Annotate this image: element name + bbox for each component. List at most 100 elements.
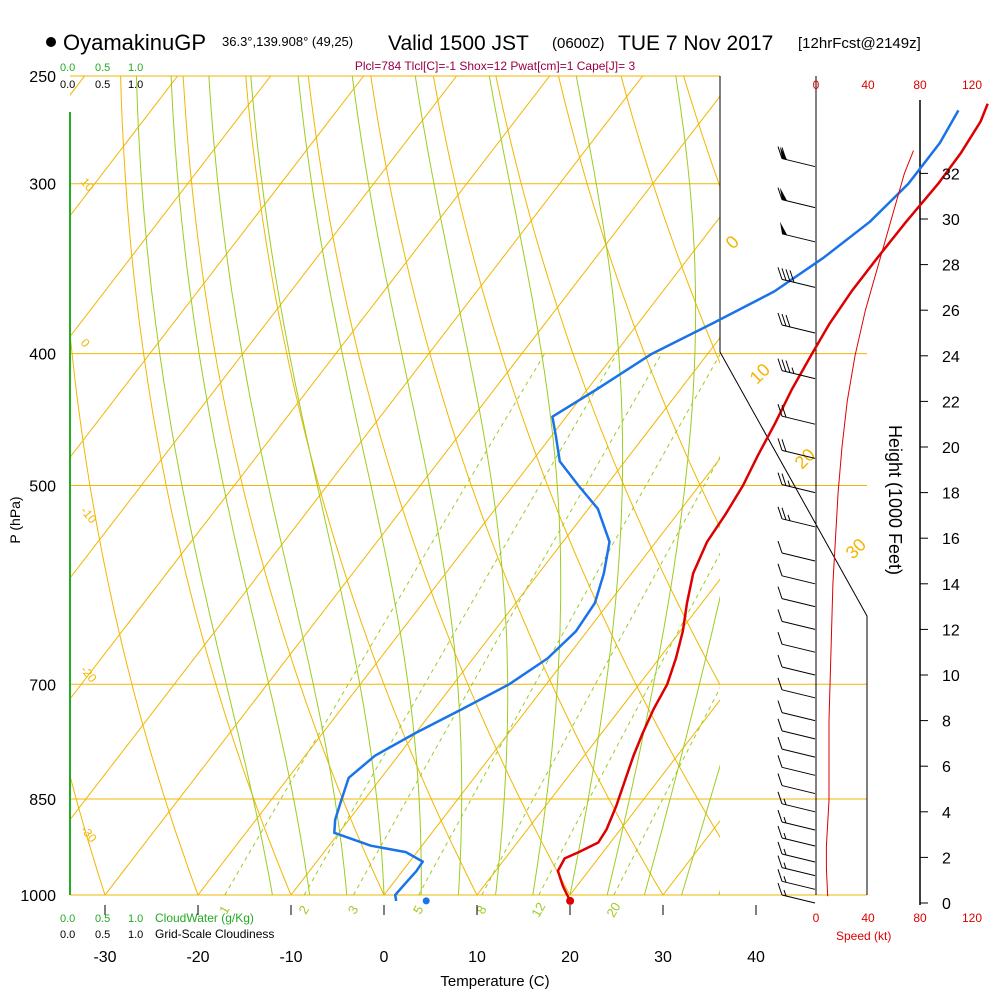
temperature-tick-label: 10 — [468, 949, 486, 966]
cloud-scale-top-1: 0.5 — [95, 62, 110, 74]
wind-barb-pennant — [780, 187, 787, 201]
wind-barb-flag — [777, 791, 783, 804]
cloud-scale-top-2: 1.0 — [128, 62, 143, 74]
surface-dewpoint-marker — [422, 897, 430, 905]
wind-barb-staff — [781, 324, 816, 334]
wind-barb-flag — [777, 472, 783, 485]
height-tick-label: 2 — [942, 850, 951, 867]
cloudiness-scale-top-0: 0.0 — [60, 79, 75, 91]
isotherm-line — [476, 578, 720, 896]
wind-barb-staff — [781, 278, 816, 288]
moist-adiabat-label: 10 — [746, 360, 774, 388]
wind-barb-flag — [781, 405, 787, 418]
height-tick-label: 26 — [942, 303, 960, 320]
wind-barb-flag — [777, 700, 783, 713]
wind-barb-staff — [781, 766, 816, 776]
isotherm-line — [70, 76, 458, 579]
wind-barb-icon — [777, 809, 816, 831]
wind-barb-flag — [777, 882, 783, 896]
sounding-lines — [333, 103, 989, 905]
wind-barb-flag — [777, 841, 783, 855]
x-axis-title: Temperature (C) — [440, 973, 549, 990]
wind-barbs — [777, 146, 816, 904]
wind-barb-icon — [777, 438, 816, 459]
wind-barb-staff — [781, 894, 816, 904]
dry-adiabat-label: -30 — [78, 823, 100, 846]
moist-adiabat-label: 30 — [842, 535, 870, 563]
pressure-tick-label: 300 — [29, 177, 56, 194]
wind-barb-icon — [777, 586, 816, 608]
dry-adiabat-line — [120, 76, 292, 896]
speed-tick-label-bottom: 0 — [813, 911, 820, 925]
wind-barb-staff — [781, 552, 816, 562]
height-tick-label: 8 — [942, 714, 951, 731]
cloudiness-scale-top-2: 1.0 — [128, 79, 143, 91]
wind-barb-half-flag — [791, 367, 795, 374]
wind-barb-half-flag — [783, 816, 787, 824]
cloud-scale-bottom-1: 0.5 — [95, 913, 110, 925]
wind-barb-flag — [781, 359, 787, 372]
wind-barb-flag — [781, 507, 787, 520]
temperature-tick-label: 0 — [380, 949, 389, 966]
pressure-tick-label: 400 — [29, 347, 56, 364]
isotherm-line — [70, 76, 551, 700]
mixing-ratio-line — [352, 353, 663, 896]
wind-barb-staff — [781, 643, 816, 653]
dry-adiabat-label: 0 — [78, 336, 93, 350]
utc-time: (0600Z) — [552, 35, 605, 52]
wind-barb-flag — [781, 473, 787, 486]
wind-barb-flag — [777, 869, 783, 882]
wind-barb-staff — [781, 233, 816, 243]
moist-adiabat-line — [643, 595, 720, 896]
wind-barb-flag — [777, 506, 783, 519]
wind-barb-staff — [781, 415, 816, 425]
wind-barb-staff — [781, 199, 816, 209]
height-tick-label: 6 — [942, 759, 951, 776]
height-tick-label: 22 — [942, 394, 960, 411]
temperature-tick-label: 20 — [561, 949, 579, 966]
moist-adiabat-line — [250, 76, 385, 896]
dry-adiabat-line — [558, 76, 720, 529]
dry-adiabat-line — [370, 76, 664, 896]
wind-barb-flag — [777, 540, 783, 554]
moist-adiabat-line — [606, 76, 697, 896]
mixing-ratio-grid — [224, 353, 720, 896]
wind-barb-icon — [777, 755, 816, 776]
isotherm-line — [104, 95, 720, 896]
wind-barb-icon — [777, 841, 816, 863]
wind-barb-flag — [777, 809, 783, 823]
height-tick-label: 12 — [942, 622, 960, 639]
height-tick-label: 0 — [942, 896, 951, 913]
cloudiness-scale-top-1: 0.5 — [95, 79, 110, 91]
wind-barb-half-flag — [787, 480, 791, 487]
wind-barb-icon — [777, 506, 816, 528]
mixing-ratio-line — [303, 353, 618, 896]
wind-barb-flag — [777, 736, 783, 750]
speed-tick-label-top: 120 — [962, 78, 982, 92]
wind-barb-flag — [781, 313, 787, 327]
height-tick-label: 24 — [942, 349, 960, 366]
dry-adiabat-line — [620, 76, 720, 365]
wind-barb-flag — [789, 270, 795, 283]
wind-barb-flag — [777, 312, 783, 326]
station-name: OyamakinuGP — [63, 30, 206, 55]
pressure-tick-label: 700 — [29, 677, 56, 694]
speed-axis-title: Speed (kt) — [836, 929, 891, 943]
mixing-ratio-label: 20 — [603, 900, 623, 920]
forecast-info: [12hrFcst@2149z] — [798, 35, 921, 52]
cloud-scale-bottom-2: 1.0 — [128, 913, 143, 925]
wind-barb-icon — [777, 869, 816, 890]
wind-barb-staff — [781, 880, 816, 890]
temperature-tick-label: -30 — [93, 949, 116, 966]
wind-barb-icon — [777, 632, 816, 653]
plot-boundary — [719, 76, 868, 895]
wind-barb-icon — [777, 736, 816, 758]
height-tick-label: 4 — [942, 805, 951, 822]
wind-barb-flag — [777, 187, 783, 200]
wind-barb-staff — [781, 689, 816, 699]
pressure-tick-label: 1000 — [20, 888, 56, 905]
wind-barb-icon — [777, 718, 816, 740]
height-tick-label: 14 — [942, 577, 960, 594]
height-tick-label: 32 — [942, 166, 960, 183]
moist-adiabat-line — [569, 76, 624, 896]
